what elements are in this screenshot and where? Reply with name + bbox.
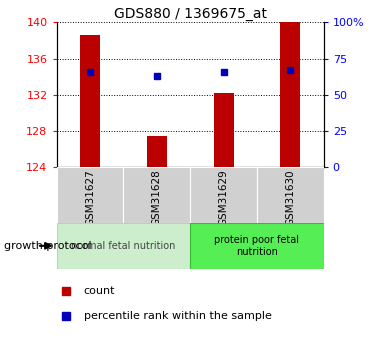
Bar	[190, 167, 257, 223]
Text: count: count	[84, 286, 115, 296]
Text: normal fetal nutrition: normal fetal nutrition	[71, 241, 176, 251]
Text: percentile rank within the sample: percentile rank within the sample	[84, 311, 272, 321]
Bar	[147, 136, 167, 167]
Bar	[57, 167, 123, 223]
Text: GSM31627: GSM31627	[85, 169, 95, 226]
Bar	[280, 22, 300, 167]
Bar	[123, 167, 190, 223]
Text: protein poor fetal
nutrition: protein poor fetal nutrition	[215, 235, 300, 257]
Bar	[57, 223, 190, 269]
Text: growth protocol: growth protocol	[4, 241, 92, 251]
Bar	[190, 223, 324, 269]
Text: GSM31628: GSM31628	[152, 169, 162, 226]
Text: GSM31629: GSM31629	[218, 169, 229, 226]
Title: GDS880 / 1369675_at: GDS880 / 1369675_at	[113, 7, 267, 21]
Text: GSM31630: GSM31630	[285, 169, 295, 226]
Bar	[257, 167, 324, 223]
Bar	[213, 93, 234, 167]
Bar	[80, 35, 100, 167]
